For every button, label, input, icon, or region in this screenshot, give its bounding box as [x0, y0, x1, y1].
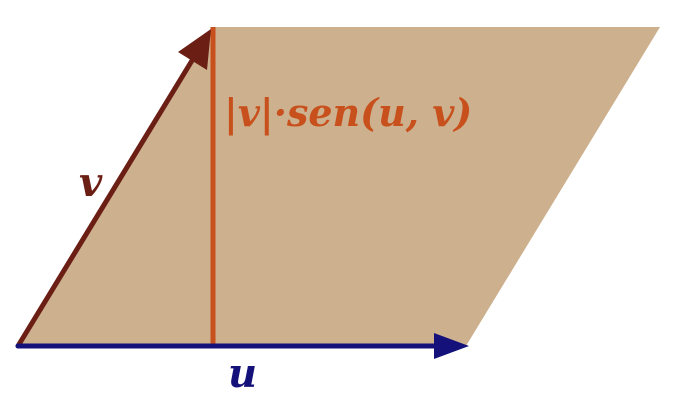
vector-u-label: u	[228, 350, 257, 397]
vector-v-arrowhead	[178, 29, 211, 70]
vector-u-arrowhead	[434, 333, 469, 359]
vector-v-label: v	[79, 159, 103, 206]
vector-v-shaft	[15, 51, 199, 349]
height-label: |v|·sen(u, v)	[224, 90, 472, 135]
parallelogram-area	[18, 27, 660, 346]
